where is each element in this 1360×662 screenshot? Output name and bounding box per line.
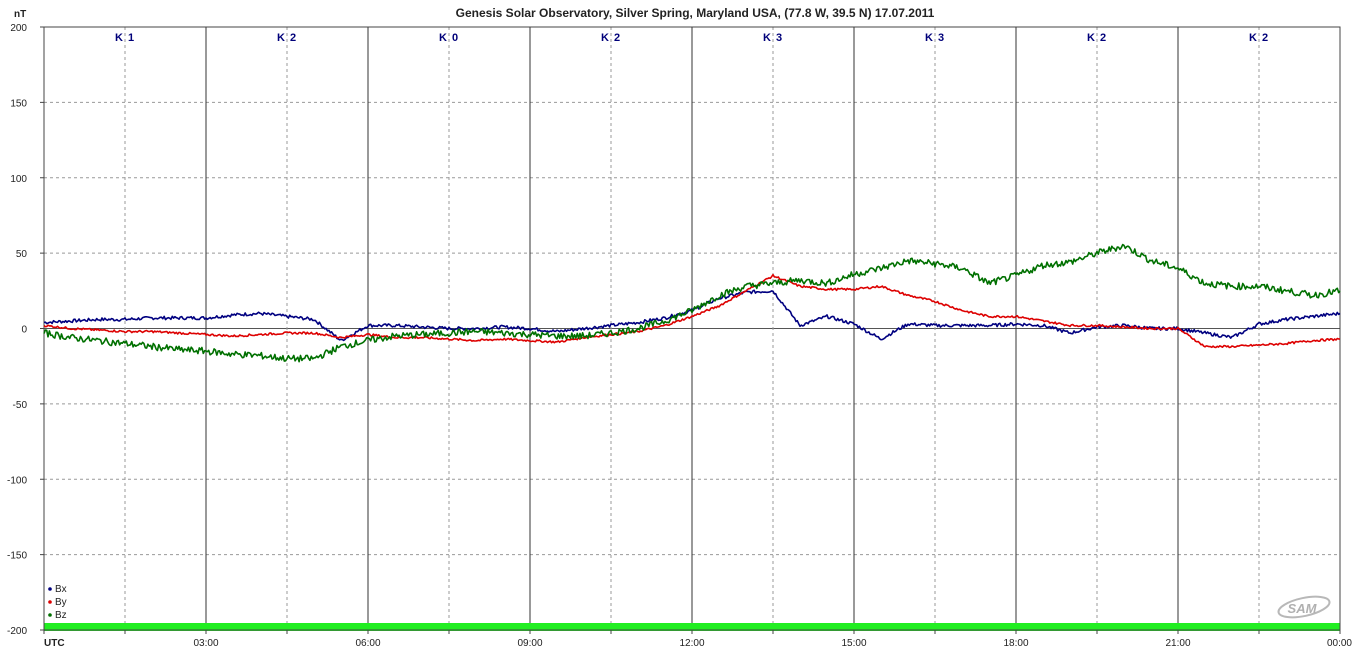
status-bar <box>44 623 1340 631</box>
series-line-by <box>43 273 1341 349</box>
k-index-label: K 2 <box>1087 32 1107 44</box>
k-index-label: K 2 <box>601 32 621 44</box>
legend-marker-bz <box>48 613 52 617</box>
sam-logo-swoosh <box>1277 595 1331 619</box>
x-tick-label: 12:00 <box>679 638 704 649</box>
k-index-label: K 3 <box>763 32 783 44</box>
k-index-label: K 2 <box>277 32 297 44</box>
legend-marker-by <box>48 600 52 604</box>
x-tick-label: 00:00 <box>1327 638 1352 649</box>
y-tick-label: 100 <box>10 174 27 185</box>
series-layer <box>43 243 1341 363</box>
y-axis-unit-label: nT <box>14 9 26 20</box>
x-tick-label: 09:00 <box>517 638 542 649</box>
chart-title: Genesis Solar Observatory, Silver Spring… <box>456 6 935 20</box>
y-tick-label: -150 <box>7 551 27 562</box>
y-tick-label: 150 <box>10 98 27 109</box>
x-tick-label: 15:00 <box>841 638 866 649</box>
grid-layer <box>44 27 1340 631</box>
sam-logo-text: SAM <box>1288 601 1318 616</box>
series-line-bz <box>43 243 1341 363</box>
k-index-label: K 1 <box>115 32 135 44</box>
y-tick-label: -100 <box>7 475 27 486</box>
y-tick-label: -50 <box>13 400 28 411</box>
axis-layer: 200 150 100 50 0 -50 -100 -150 -200 UTC 03:00 06:00… <box>7 23 1352 649</box>
y-tick-label: 0 <box>21 325 27 336</box>
legend: Bx By Bz <box>48 584 67 621</box>
legend-marker-bx <box>48 587 52 591</box>
x-tick-label: 18:00 <box>1003 638 1028 649</box>
k-index-layer: K 1 K 2 K 0 K 2 K 3 K 3 K 2 K 2 <box>115 32 1269 44</box>
x-axis-label: UTC <box>44 638 65 649</box>
x-tick-label: 21:00 <box>1165 638 1190 649</box>
legend-label-by: By <box>55 597 67 608</box>
legend-label-bz: Bz <box>55 610 67 621</box>
x-tick-label: 06:00 <box>355 638 380 649</box>
sam-logo: SAM <box>1277 595 1331 619</box>
k-index-label: K 0 <box>439 32 459 44</box>
k-index-label: K 2 <box>1249 32 1269 44</box>
x-tick-label: 03:00 <box>193 638 218 649</box>
legend-label-bx: Bx <box>55 584 67 595</box>
k-index-label: K 3 <box>925 32 945 44</box>
y-tick-label: 200 <box>10 23 27 34</box>
y-tick-label: 50 <box>16 249 28 260</box>
y-tick-label: -200 <box>7 626 27 637</box>
series-line-bx <box>43 289 1341 342</box>
